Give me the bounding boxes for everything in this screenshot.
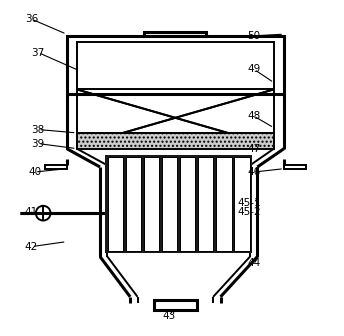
- Bar: [144, 157, 159, 251]
- Text: 47: 47: [247, 143, 261, 154]
- Text: 37: 37: [31, 48, 45, 57]
- Text: 39: 39: [31, 138, 45, 149]
- Text: 48: 48: [247, 111, 261, 121]
- Text: 44: 44: [247, 258, 261, 268]
- Text: 38: 38: [31, 125, 45, 134]
- Text: 41: 41: [25, 207, 38, 217]
- Bar: [77, 42, 274, 89]
- Text: 40: 40: [28, 167, 41, 177]
- Text: 49: 49: [247, 64, 261, 74]
- Text: 45-1: 45-1: [237, 198, 261, 208]
- Bar: [144, 32, 206, 36]
- Text: 50: 50: [248, 31, 261, 41]
- Bar: [284, 165, 306, 169]
- Bar: [45, 165, 67, 169]
- Text: 45-2: 45-2: [237, 207, 261, 217]
- Bar: [180, 157, 195, 251]
- Bar: [234, 157, 250, 251]
- Text: 46: 46: [247, 167, 261, 177]
- Bar: [216, 157, 232, 251]
- Text: 36: 36: [25, 14, 38, 24]
- Bar: [77, 133, 274, 149]
- Bar: [162, 157, 178, 251]
- Bar: [126, 157, 141, 251]
- Text: 42: 42: [25, 242, 38, 252]
- Bar: [67, 36, 284, 94]
- Bar: [154, 299, 197, 310]
- Bar: [198, 157, 214, 251]
- Bar: [105, 155, 252, 253]
- Text: 43: 43: [162, 311, 175, 321]
- Bar: [108, 157, 123, 251]
